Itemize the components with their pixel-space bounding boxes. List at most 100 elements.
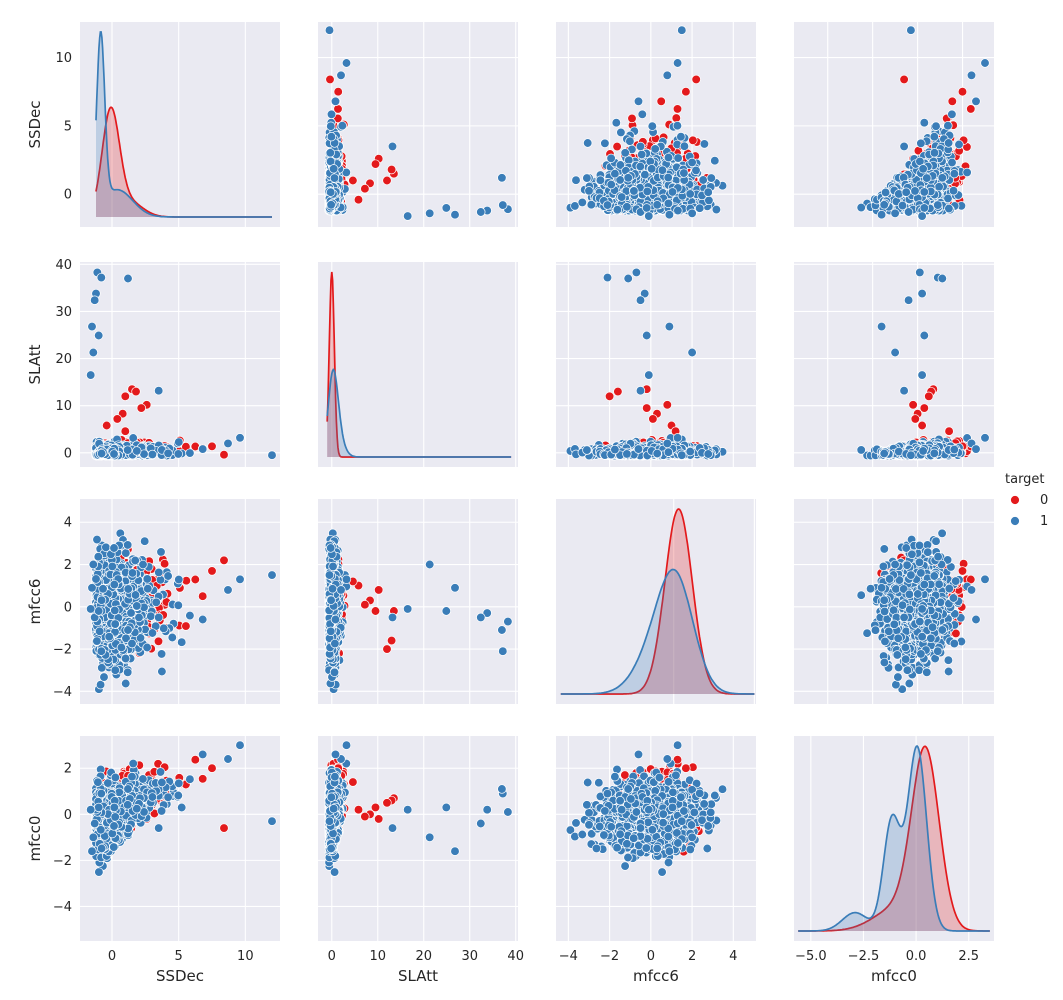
scatter-point	[382, 175, 392, 186]
scatter-point	[324, 25, 335, 35]
scatter-point	[353, 195, 364, 205]
scatter-point	[688, 135, 698, 145]
scatter-point	[880, 187, 891, 198]
scatter-point	[890, 208, 900, 218]
scatter-point	[947, 157, 957, 168]
scatter-point	[949, 169, 959, 179]
scatter-point	[899, 74, 909, 85]
scatter-point	[687, 208, 697, 218]
scatter-point	[943, 193, 953, 204]
scatter-points	[86, 267, 277, 461]
scatter-point	[676, 132, 686, 142]
scatter-point	[673, 153, 683, 163]
scatter-point	[403, 211, 413, 221]
scatter-point	[652, 200, 662, 210]
y-tick-label: 10	[55, 51, 72, 66]
scatter-point	[933, 200, 943, 210]
scatter-point	[929, 148, 940, 158]
scatter-point	[662, 70, 672, 80]
scatter-point	[606, 179, 616, 190]
scatter-point	[330, 96, 341, 106]
kde-area-0	[96, 107, 272, 217]
scatter-point	[948, 186, 959, 196]
kde-line-1	[95, 31, 272, 218]
scatter-point	[606, 153, 616, 163]
scatter-point	[944, 203, 954, 214]
scatter-point	[635, 161, 645, 172]
scatter-point	[663, 172, 673, 183]
scatter-point	[663, 152, 674, 163]
scatter-point	[577, 197, 587, 208]
scatter-point	[919, 118, 929, 128]
scatter-point	[337, 121, 347, 131]
scatter-point	[916, 138, 926, 148]
scatter-point	[687, 157, 697, 168]
scatter-point	[325, 148, 335, 158]
scatter-point	[617, 192, 627, 202]
kde-curves	[95, 31, 272, 218]
panel-SSDec-vs-mfcc0	[794, 22, 994, 227]
scatter-point	[931, 121, 941, 131]
scatter-point	[333, 87, 343, 97]
scatter-point	[329, 164, 339, 174]
scatter-point	[341, 58, 352, 68]
scatter-point	[947, 109, 957, 119]
scatter-point	[679, 168, 689, 178]
scatter-point	[498, 200, 508, 210]
scatter-point	[326, 187, 336, 197]
scatter-point	[647, 164, 657, 174]
scatter-point	[637, 109, 647, 119]
scatter-point	[586, 200, 596, 210]
y-tick-label: 5	[64, 119, 72, 134]
scatter-point	[625, 136, 635, 146]
scatter-points	[565, 25, 728, 221]
scatter-point	[612, 205, 623, 215]
scatter-point	[947, 96, 957, 106]
kde-area-1	[96, 32, 272, 217]
scatter-point	[910, 186, 920, 196]
scatter-point	[571, 175, 581, 185]
scatter-point	[685, 189, 695, 199]
scatter-point	[919, 187, 929, 197]
scatter-point	[620, 148, 630, 158]
scatter-point	[971, 96, 981, 106]
scatter-point	[710, 156, 720, 166]
scatter-point	[644, 211, 654, 221]
scatter-point	[583, 138, 593, 148]
scatter-point	[600, 138, 610, 148]
scatter-point	[615, 160, 626, 170]
scatter-point	[937, 173, 947, 183]
scatter-points	[324, 25, 513, 221]
scatter-point	[360, 184, 370, 194]
scatter-point	[917, 211, 927, 221]
scatter-point	[329, 173, 340, 183]
scatter-point	[570, 201, 580, 211]
scatter-point	[611, 118, 621, 128]
scatter-point	[370, 159, 381, 169]
scatter-point	[673, 205, 683, 216]
scatter-point	[650, 144, 660, 154]
scatter-point	[691, 74, 701, 85]
scatter-point	[425, 208, 435, 218]
scatter-point	[622, 202, 632, 212]
scatter-point	[387, 141, 398, 152]
panel-background	[318, 22, 518, 227]
scatter-point	[602, 200, 613, 210]
scatter-point	[582, 173, 592, 183]
scatter-point	[325, 74, 335, 85]
scatter-point	[918, 164, 928, 174]
y-tick-label: 0	[64, 188, 72, 203]
scatter-point	[711, 204, 722, 215]
scatter-point	[633, 96, 644, 106]
scatter-point	[856, 202, 866, 213]
scatter-point	[595, 175, 606, 185]
scatter-point	[642, 186, 652, 197]
scatter-point	[637, 149, 647, 160]
scatter-point	[929, 132, 939, 142]
scatter-point	[441, 203, 451, 213]
scatter-points	[856, 25, 990, 221]
scatter-point	[695, 203, 705, 213]
